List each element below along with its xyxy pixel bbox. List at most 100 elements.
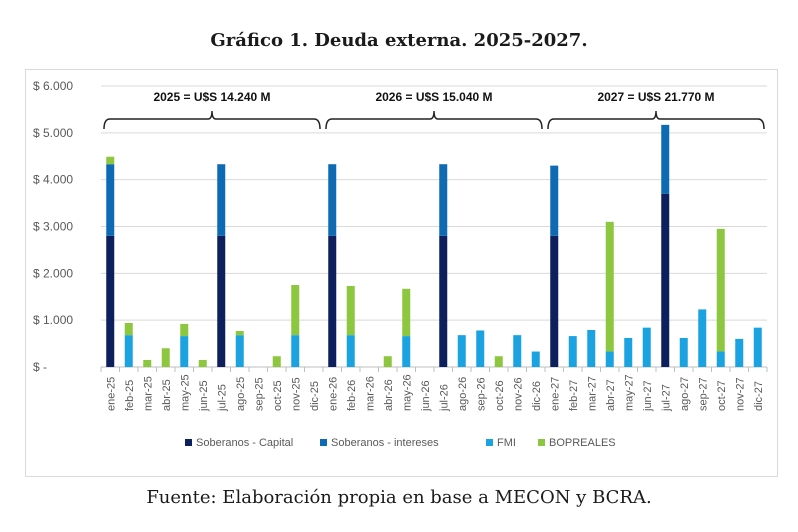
bar-segment	[439, 235, 448, 367]
x-tick-label: sep-26	[475, 377, 487, 411]
x-tick-label: feb-27	[568, 380, 580, 411]
x-tick-label: ago-27	[679, 377, 691, 411]
bar-segment	[328, 235, 337, 367]
x-tick-label: mar-25	[142, 376, 154, 411]
x-tick-label: oct-25	[272, 380, 284, 411]
x-tick-label: mar-27	[586, 376, 598, 411]
x-tick-label: dic-25	[309, 381, 321, 411]
x-tick-label: abr-26	[383, 379, 395, 411]
bar-segment	[661, 124, 670, 194]
bar-segment	[494, 356, 503, 367]
x-tick-label: abr-27	[605, 379, 617, 411]
x-tick-label: jul-27	[660, 384, 672, 412]
x-tick-label: ago-25	[235, 377, 247, 411]
bar-segment	[346, 285, 355, 336]
bar-segment	[457, 335, 466, 367]
y-tick-label: $ 5.000	[33, 126, 73, 140]
x-tick-label: jun-25	[198, 380, 210, 412]
x-tick-label: mar-26	[364, 376, 376, 411]
chart-title: Gráfico 1. Deuda externa. 2025-2027.	[210, 30, 588, 51]
y-tick-label: $ 4.000	[33, 173, 73, 187]
legend-swatch	[320, 439, 327, 446]
x-tick-label: dic-26	[531, 381, 543, 411]
x-tick-label: may-25	[179, 374, 191, 411]
bar-segment	[476, 330, 485, 367]
bar-segment	[217, 164, 226, 236]
bar-segment	[198, 359, 207, 367]
x-tick-label: nov-25	[290, 377, 302, 411]
bar-segment	[180, 336, 189, 367]
x-tick-label: dic-27	[753, 381, 765, 411]
x-tick-label: abr-25	[161, 379, 173, 411]
legend-label: FMI	[497, 437, 516, 449]
bar-segment	[180, 323, 189, 337]
bar-segment	[143, 359, 152, 367]
x-tick-label: jul-25	[216, 384, 228, 412]
bar-segment	[698, 309, 707, 367]
x-tick-label: may-26	[401, 374, 413, 411]
legend-swatch	[185, 439, 192, 446]
bar-segment	[106, 156, 115, 165]
x-tick-label: jun-26	[420, 380, 432, 412]
x-tick-label: sep-27	[697, 377, 709, 411]
y-tick-label: $ 2.000	[33, 266, 73, 280]
y-tick-label: $ 6.000	[33, 79, 73, 93]
legend-label: Soberanos - intereses	[331, 437, 439, 449]
bar-segment	[661, 193, 670, 367]
bar-segment	[550, 235, 559, 367]
bar-segment	[624, 337, 633, 367]
x-tick-label: ene-26	[327, 377, 339, 411]
bar-segment	[235, 335, 244, 367]
x-tick-label: nov-26	[512, 377, 524, 411]
year-total-label: 2027 = U$S 21.770 M	[597, 90, 714, 104]
bar-segment	[106, 235, 115, 367]
bar-segment	[716, 228, 725, 352]
bar-segment	[124, 322, 133, 336]
x-tick-label: ene-27	[549, 377, 561, 411]
bar-segment	[587, 330, 596, 367]
x-tick-label: sep-25	[253, 377, 265, 411]
year-total-label: 2025 = U$S 14.240 M	[153, 90, 270, 104]
bar-segment	[735, 338, 744, 367]
chart-frame	[25, 69, 778, 477]
bar-segment	[679, 337, 688, 367]
legend-swatch	[486, 439, 493, 446]
bar-segment	[291, 335, 300, 367]
bar-segment	[550, 165, 559, 236]
x-tick-label: nov-27	[734, 377, 746, 411]
bar-segment	[383, 356, 392, 367]
bar-segment	[716, 351, 725, 367]
legend-swatch	[538, 439, 545, 446]
year-bracket	[103, 110, 321, 130]
legend-label: Soberanos - Capital	[196, 437, 293, 449]
bar-segment	[402, 336, 411, 367]
x-tick-label: oct-26	[494, 380, 506, 411]
x-tick-label: feb-25	[124, 380, 136, 411]
bar-segment	[642, 327, 651, 367]
bar-segment	[753, 327, 762, 367]
chart-source: Fuente: Elaboración propia en base a MEC…	[146, 487, 652, 508]
bar-segment	[605, 351, 614, 367]
bar-segment	[568, 336, 577, 367]
bar-segment	[346, 335, 355, 367]
bar-segment	[235, 330, 244, 336]
bar-segment	[328, 164, 337, 236]
bar-segment	[124, 335, 133, 367]
bar-segment	[217, 235, 226, 367]
bar-segment	[272, 356, 281, 367]
bar-segment	[439, 164, 448, 236]
x-tick-label: oct-27	[716, 380, 728, 411]
x-tick-label: ene-25	[105, 377, 117, 411]
bar-segment	[402, 288, 411, 337]
bar-segment	[161, 348, 170, 367]
bar-segment	[291, 285, 300, 336]
y-tick-label: $ 3.000	[33, 220, 73, 234]
year-total-label: 2026 = U$S 15.040 M	[375, 90, 492, 104]
y-tick-label: $ -	[33, 360, 47, 374]
bar-segment	[513, 335, 522, 367]
bar-segment	[106, 164, 115, 236]
x-tick-label: may-27	[623, 374, 635, 411]
x-tick-label: jul-26	[438, 384, 450, 412]
x-tick-label: ago-26	[457, 377, 469, 411]
